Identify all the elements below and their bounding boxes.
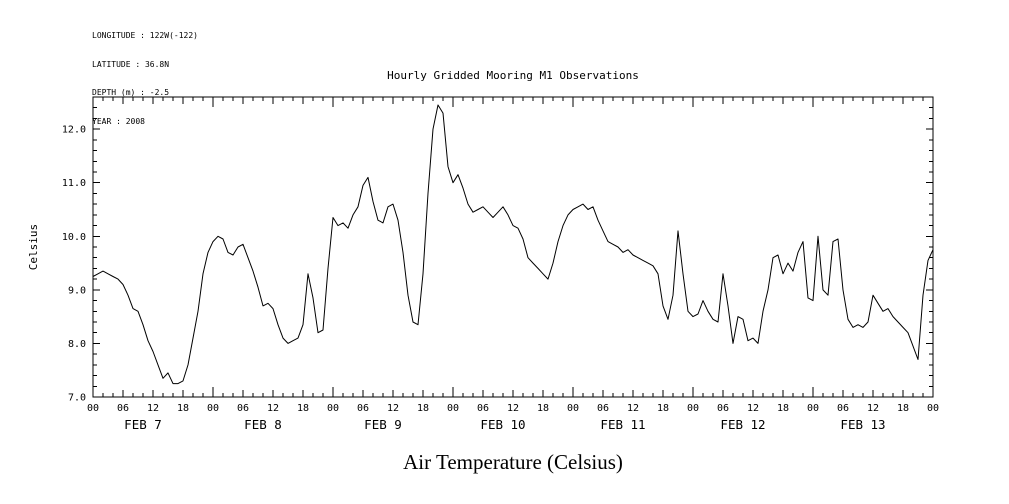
meta-latitude: LATITUDE : 36.8N: [92, 59, 170, 69]
meta-depth: DEPTH (m) : -2.5: [92, 88, 170, 97]
day-label: FEB 12: [720, 417, 765, 432]
x-tick-label: 18: [897, 403, 909, 414]
station-metadata: LONGITUDE : 122W(-122) LATITUDE : 36.8N …: [92, 12, 198, 145]
x-tick-label: 00: [687, 403, 699, 414]
day-label: FEB 7: [124, 417, 162, 432]
x-tick-label: 00: [447, 403, 459, 414]
y-tick-label: 9.0: [68, 285, 86, 296]
x-tick-label: 06: [597, 403, 609, 414]
x-tick-label: 18: [297, 403, 309, 414]
x-tick-label-end: 00: [927, 403, 939, 414]
y-axis-label: Celsius: [27, 224, 40, 270]
x-tick-label: 06: [237, 403, 249, 414]
x-tick-label: 12: [747, 403, 759, 414]
day-label: FEB 11: [600, 417, 645, 432]
x-tick-label: 00: [807, 403, 819, 414]
y-tick-label: 11.0: [62, 178, 86, 189]
x-tick-label: 06: [837, 403, 849, 414]
x-tick-label: 00: [567, 403, 579, 414]
day-label: FEB 8: [244, 417, 282, 432]
meta-year: YEAR : 2008: [92, 116, 145, 126]
x-axis-label: Air Temperature (Celsius): [403, 450, 623, 474]
y-tick-label: 7.0: [68, 393, 86, 404]
meta-longitude: LONGITUDE : 122W(-122): [92, 31, 198, 40]
x-tick-label: 12: [147, 403, 159, 414]
y-tick-label: 12.0: [62, 125, 86, 136]
x-tick-label: 12: [867, 403, 879, 414]
plot-frame: [92, 96, 934, 398]
x-tick-label: 18: [537, 403, 549, 414]
day-label: FEB 10: [480, 417, 525, 432]
temperature-line: [92, 104, 934, 385]
y-tick-label: 10.0: [62, 232, 86, 243]
x-tick-label: 06: [477, 403, 489, 414]
x-tick-label: 12: [267, 403, 279, 414]
x-tick-label: 00: [327, 403, 339, 414]
x-tick-label: 18: [777, 403, 789, 414]
x-tick-label: 18: [177, 403, 189, 414]
x-tick-label: 00: [207, 403, 219, 414]
x-tick-label: 12: [507, 403, 519, 414]
day-label: FEB 9: [364, 417, 402, 432]
x-tick-label: 06: [357, 403, 369, 414]
x-tick-label: 12: [627, 403, 639, 414]
y-tick-label: 8.0: [68, 339, 86, 350]
chart-title: Hourly Gridded Mooring M1 Observations: [387, 69, 639, 82]
x-tick-label: 06: [717, 403, 729, 414]
x-tick-label: 18: [417, 403, 429, 414]
x-tick-label: 06: [117, 403, 129, 414]
x-tick-label: 18: [657, 403, 669, 414]
day-label: FEB 13: [840, 417, 885, 432]
x-tick-label: 00: [87, 403, 99, 414]
x-tick-label: 12: [387, 403, 399, 414]
